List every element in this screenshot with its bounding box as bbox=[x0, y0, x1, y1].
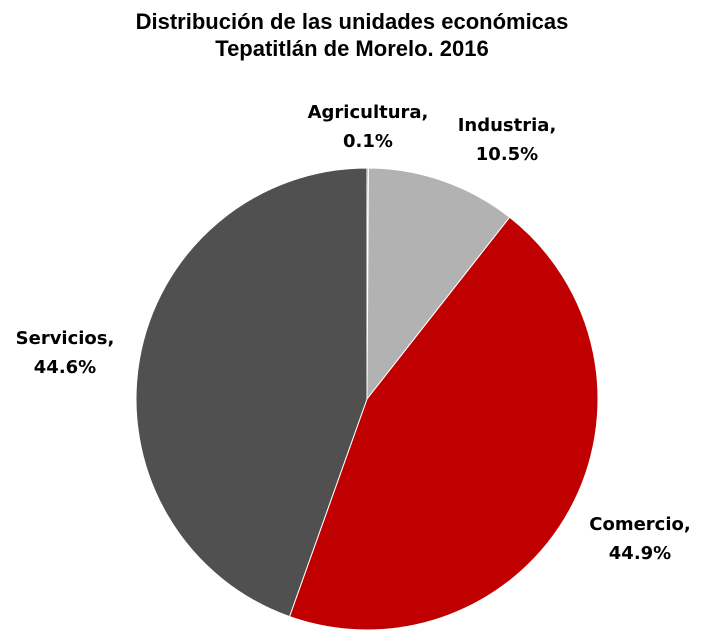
slice-label-comercio: Comercio, 44.9% bbox=[589, 514, 690, 564]
slice-label-agricultura: Agricultura, 0.1% bbox=[308, 102, 429, 152]
slice-label-industria-line-2: 10.5% bbox=[476, 144, 538, 165]
chart-title-line-1: Distribución de las unidades económicas bbox=[135, 9, 569, 34]
slice-label-industria-line-1: Industria, bbox=[458, 115, 557, 136]
chart-title-line-2: Tepatitlán de Morelo. 2016 bbox=[215, 36, 489, 61]
slice-label-agricultura-line-2: 0.1% bbox=[343, 131, 393, 152]
slice-label-servicios-line-1: Servicios, bbox=[16, 328, 115, 349]
chart-title: Distribución de las unidades económicas … bbox=[0, 8, 704, 62]
pie-slice-industria bbox=[366, 167, 511, 401]
slice-label-industria: Industria, 10.5% bbox=[458, 115, 557, 165]
slice-label-servicios-line-2: 44.6% bbox=[34, 357, 96, 378]
slice-label-agricultura-line-1: Agricultura, bbox=[308, 102, 429, 123]
slice-label-comercio-line-2: 44.9% bbox=[609, 543, 671, 564]
slice-label-comercio-line-1: Comercio, bbox=[589, 514, 690, 535]
pie-slice-servicios bbox=[135, 167, 368, 618]
slice-label-servicios: Servicios, 44.6% bbox=[16, 328, 115, 378]
